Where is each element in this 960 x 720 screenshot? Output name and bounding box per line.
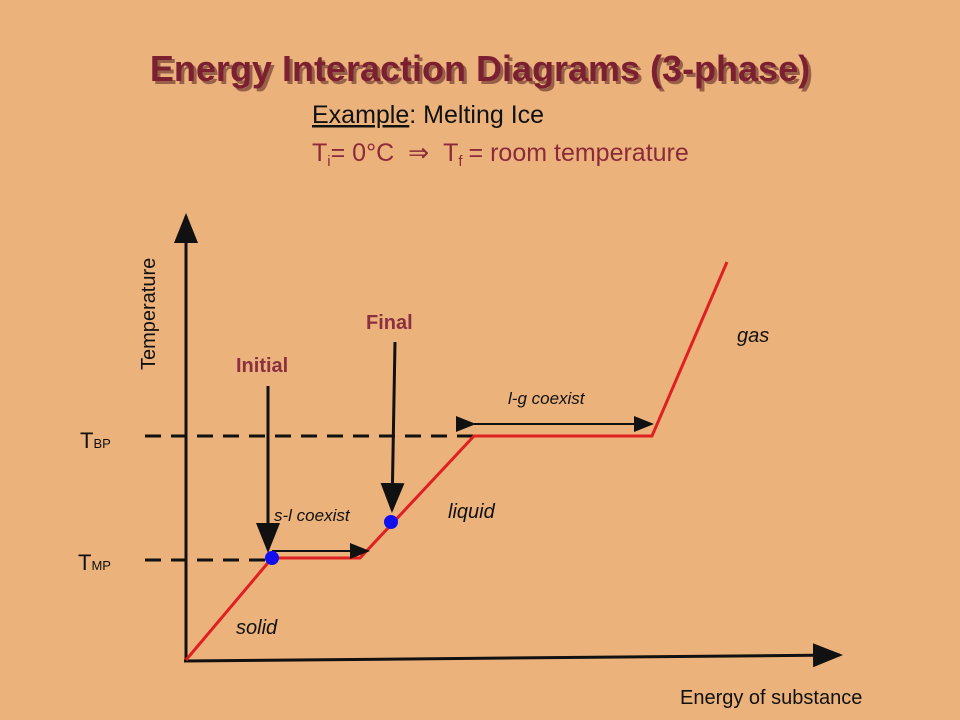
example-line: Example: Melting Ice (312, 101, 544, 129)
bp-label: TBP (80, 428, 111, 453)
example-label: Example (312, 101, 409, 129)
t: T (78, 550, 91, 575)
liquid-label: liquid (448, 501, 496, 523)
t: T (312, 139, 327, 167)
arrow: ⇒ (408, 139, 429, 167)
initial-label: Initial (236, 355, 288, 377)
eq: = room temperature (469, 139, 689, 167)
solid-label: solid (236, 617, 278, 639)
t: T (443, 139, 458, 167)
eq: = 0°C (331, 139, 395, 167)
gas-label: gas (737, 325, 769, 347)
sub: f (458, 153, 463, 170)
mp-label: TMP (78, 550, 111, 575)
lg-label: l-g coexist (508, 389, 586, 408)
final-label: Final (366, 312, 413, 334)
final-arrow (380, 341, 405, 513)
initial-point (265, 551, 279, 565)
sub: BP (93, 436, 110, 451)
t: T (80, 428, 93, 453)
example-text: : Melting Ice (409, 101, 544, 129)
condition-line: Ti= 0°C ⇒ Tf = room temperature (312, 139, 689, 170)
x-label: Energy of substance (680, 687, 862, 709)
y-label: Temperature (138, 258, 160, 370)
heating-curve (184, 261, 729, 661)
sub: i (327, 153, 330, 170)
sl-label: s-l coexist (274, 506, 351, 525)
title-shadow: Energy Interaction Diagrams (3-phase) (153, 51, 813, 92)
final-point (384, 515, 398, 529)
title: Energy Interaction Diagrams (3-phase) (150, 48, 810, 89)
sub: MP (91, 558, 111, 573)
x-axis (183, 643, 843, 668)
